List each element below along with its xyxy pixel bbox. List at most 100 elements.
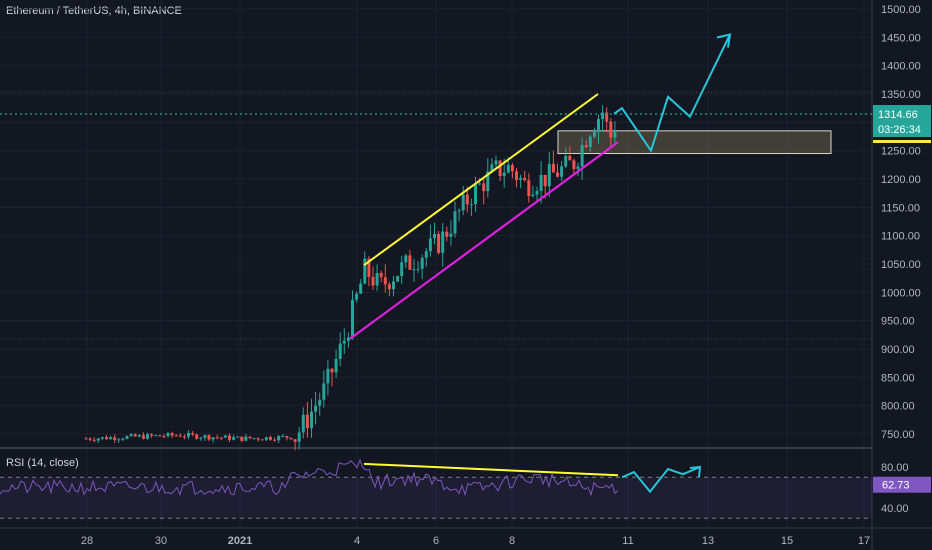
candle-body — [174, 435, 178, 437]
rsi-band — [0, 477, 872, 519]
candle-body — [133, 434, 137, 437]
rsi-value-tag — [873, 476, 931, 493]
rsi-tick-label: 80.00 — [881, 462, 909, 474]
price-tick-label: 1400.00 — [881, 61, 921, 73]
candle-body — [351, 299, 354, 338]
candle-body — [310, 411, 313, 429]
candle-body — [252, 438, 256, 440]
time-tick-label: 8 — [509, 535, 515, 547]
candle-body — [326, 368, 330, 384]
candle-body — [359, 283, 363, 294]
candle-body — [293, 439, 297, 442]
candle-body — [223, 435, 227, 438]
candle-body — [178, 435, 182, 437]
candle-body — [342, 340, 346, 344]
candle-body — [539, 174, 543, 192]
candle-body — [609, 121, 613, 138]
candle-body — [121, 438, 125, 440]
candle-body — [219, 437, 223, 439]
price-tick-label: 1500.00 — [881, 4, 921, 16]
candle-body — [547, 163, 551, 187]
last-price-tag — [873, 105, 931, 123]
candle-body — [572, 160, 576, 170]
candle-body — [322, 383, 326, 400]
candle-body — [150, 434, 154, 436]
candle-body — [424, 251, 428, 258]
candle-body — [146, 434, 149, 439]
candle-body — [613, 129, 617, 138]
price-tick-label: 1050.00 — [881, 259, 921, 271]
candle-body — [519, 177, 523, 180]
candle-body — [449, 233, 453, 237]
candle-body — [129, 434, 133, 437]
candle-body — [482, 183, 486, 192]
candle-body — [248, 436, 252, 439]
candle-body — [154, 435, 158, 437]
candle-body — [441, 231, 445, 253]
time-tick-label: 30 — [155, 535, 167, 547]
candle-body — [420, 257, 424, 269]
candle-body — [412, 269, 416, 271]
time-tick-label: 6 — [433, 535, 439, 547]
candle-body — [269, 437, 272, 440]
countdown-label: 03:26:34 — [878, 124, 921, 136]
candle-body — [195, 434, 199, 439]
candle-body — [535, 191, 539, 195]
candle-body — [88, 438, 92, 440]
price-tick-label: 1100.00 — [881, 231, 920, 243]
candle-body — [576, 166, 580, 170]
candle-body — [564, 155, 568, 167]
candle-body — [383, 277, 387, 285]
candle-body — [363, 258, 367, 284]
candle-body — [137, 435, 141, 437]
candle-body — [597, 119, 600, 133]
candle-body — [240, 436, 244, 441]
candle-body — [117, 439, 121, 441]
candle-body — [506, 165, 510, 173]
candle-body — [437, 233, 441, 253]
price-tick-label: 1150.00 — [881, 202, 920, 214]
candle-body — [330, 368, 334, 373]
chart-title: Ethereum / TetherUS, 4h, BINANCE — [6, 5, 182, 17]
candle-body — [334, 358, 338, 373]
candle-body — [158, 435, 162, 437]
candle-body — [256, 438, 260, 440]
time-tick-label: 17 — [858, 535, 870, 547]
candle-body — [560, 166, 564, 177]
price-tick-label: 1000.00 — [881, 287, 921, 299]
candle-body — [338, 343, 342, 359]
time-tick-label: 2021 — [228, 535, 252, 547]
candle-body — [543, 174, 547, 187]
candle-body — [314, 405, 318, 412]
candle-body — [387, 284, 391, 290]
rsi-projection-path — [621, 466, 701, 494]
candle-body — [273, 439, 277, 441]
yellow-marker — [873, 140, 931, 143]
candle-body — [551, 163, 555, 173]
candle-body — [277, 436, 281, 441]
candle-body — [408, 255, 412, 270]
candle-body — [474, 184, 477, 205]
candle-body — [170, 433, 174, 436]
projection-arrowhead — [716, 33, 732, 48]
candle-body — [301, 414, 305, 433]
candle-body — [375, 273, 379, 286]
price-tick-label: 750.00 — [881, 429, 915, 441]
candle-body — [396, 276, 400, 282]
candle-body — [486, 171, 490, 192]
candle-body — [105, 437, 108, 440]
candle-body — [232, 437, 236, 440]
rsi-title: RSI (14, close) — [6, 457, 79, 469]
rsi-divergence-line — [363, 462, 619, 477]
candle-body — [289, 437, 293, 440]
candle-body — [433, 233, 436, 239]
candle-body — [113, 437, 117, 440]
time-tick-label: 15 — [781, 535, 793, 547]
candle-body — [228, 435, 231, 440]
candle-body — [457, 210, 461, 212]
price-tick-label: 1450.00 — [881, 32, 921, 44]
support-zone — [557, 130, 832, 154]
candle-body — [207, 435, 211, 440]
time-tick-label: 11 — [622, 535, 633, 547]
